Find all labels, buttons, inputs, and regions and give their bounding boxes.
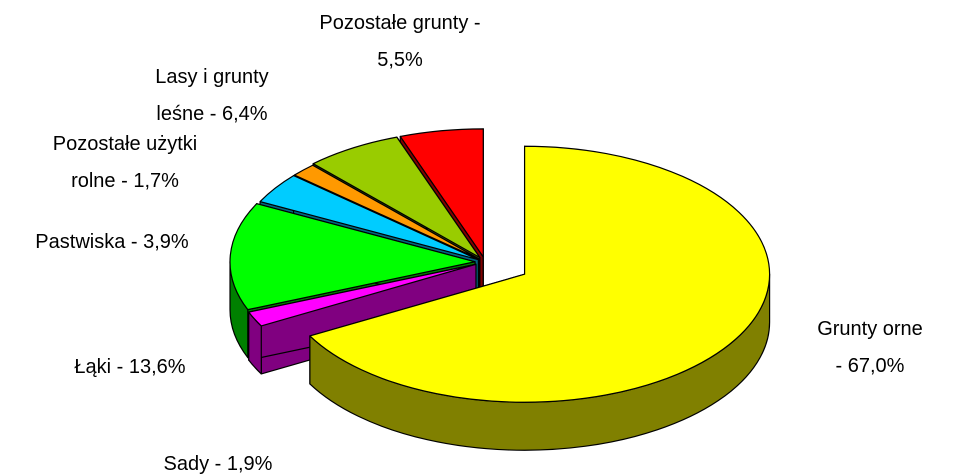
slice-top [229, 203, 476, 311]
data-label: Pastwiska - 3,9% [35, 231, 189, 253]
data-label: Grunty orne - 67,0% [817, 318, 923, 377]
slice-top [293, 164, 480, 260]
data-label: Pozostałe grunty -5,5% [319, 12, 480, 71]
slice [309, 145, 771, 451]
slice-top [309, 145, 771, 403]
data-label: Łąki - 13,6% [74, 356, 185, 378]
slice-top [312, 136, 481, 259]
data-label: Pozostałe użytki rolne - 1,7% [53, 133, 198, 192]
slice-top [248, 263, 477, 327]
slice-top [259, 175, 479, 261]
data-label: Sady - 1,9% [164, 453, 273, 475]
slice-top [399, 128, 484, 258]
data-label: Lasy i grunty leśne - 6,4% [155, 66, 268, 125]
